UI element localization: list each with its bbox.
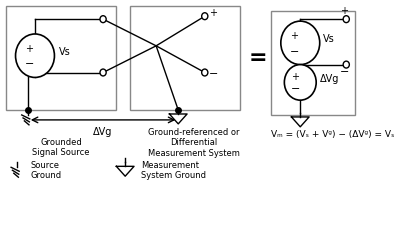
Text: =: =: [249, 48, 267, 68]
Text: Ground-referenced or
Differential
Measurement System: Ground-referenced or Differential Measur…: [148, 128, 240, 158]
Text: Vₘ = (Vₛ + Vᵍ) − (ΔVᵍ) = Vₛ: Vₘ = (Vₛ + Vᵍ) − (ΔVᵍ) = Vₛ: [271, 130, 394, 139]
Text: −: −: [209, 70, 219, 79]
Text: Source
Ground: Source Ground: [31, 161, 62, 180]
Circle shape: [202, 13, 208, 20]
Bar: [129, 6, 240, 110]
Circle shape: [202, 69, 208, 76]
Text: −: −: [340, 68, 349, 77]
Text: Measurement
System Ground: Measurement System Ground: [141, 161, 206, 180]
Text: +: +: [25, 44, 33, 54]
Text: Vs: Vs: [59, 47, 71, 57]
Circle shape: [281, 21, 320, 65]
Circle shape: [100, 69, 106, 76]
Circle shape: [15, 34, 55, 77]
Circle shape: [284, 65, 316, 100]
Text: −: −: [290, 47, 299, 56]
Text: +: +: [209, 8, 217, 18]
Text: +: +: [291, 31, 298, 41]
Circle shape: [343, 61, 349, 68]
Text: ΔVg: ΔVg: [320, 74, 339, 84]
Text: Grounded
Signal Source: Grounded Signal Source: [32, 138, 90, 157]
Text: +: +: [341, 6, 348, 16]
Text: ΔVg: ΔVg: [93, 127, 113, 137]
Bar: [6, 6, 116, 110]
Circle shape: [343, 16, 349, 23]
Bar: [271, 11, 355, 115]
Circle shape: [100, 16, 106, 23]
Text: −: −: [291, 85, 300, 94]
Text: −: −: [24, 59, 34, 69]
Text: Vs: Vs: [323, 34, 335, 44]
Text: +: +: [291, 72, 300, 82]
